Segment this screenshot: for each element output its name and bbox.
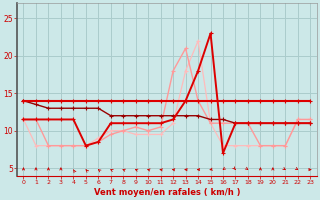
X-axis label: Vent moyen/en rafales ( km/h ): Vent moyen/en rafales ( km/h ): [94, 188, 240, 197]
